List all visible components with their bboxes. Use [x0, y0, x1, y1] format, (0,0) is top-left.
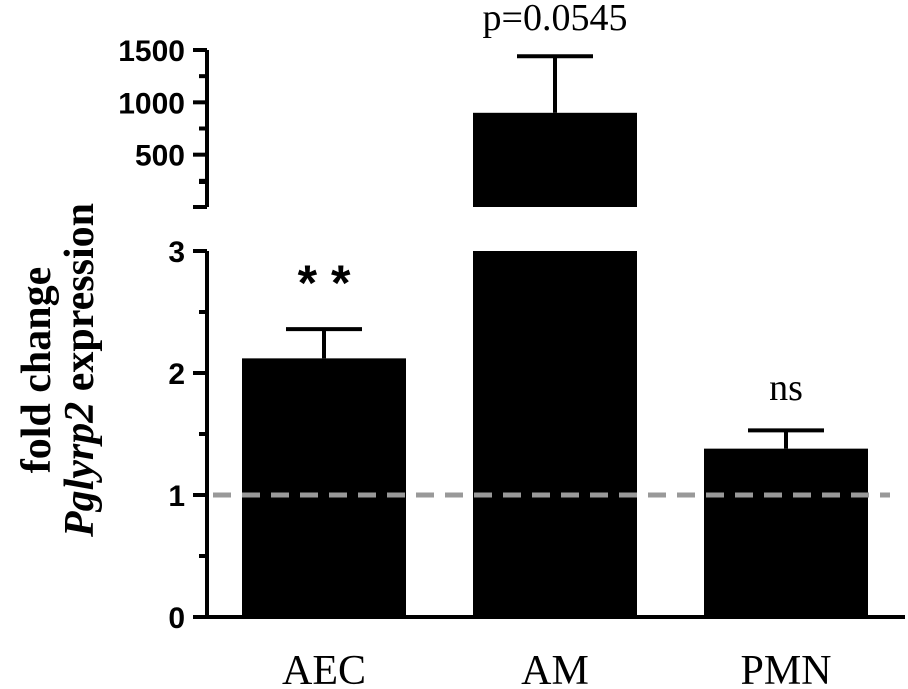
x-tick-label-PMN: PMN	[740, 648, 831, 689]
x-tick-label-AEC: AEC	[282, 648, 366, 689]
y-axis-label: fold change	[14, 267, 60, 474]
bar-PMN	[704, 448, 868, 617]
y-tick-label-lower: 1	[168, 480, 185, 513]
y-axis-label-gene: Pglyrp2	[57, 402, 103, 538]
y-tick-label-lower: 0	[168, 602, 185, 635]
bar-AEC	[242, 358, 406, 617]
y-tick-label-upper: 500	[135, 140, 185, 173]
bar-AM-upper	[473, 112, 637, 207]
bars	[213, 54, 890, 617]
y-axis-label-2: Pglyrp2 expression	[57, 203, 103, 538]
significance-label-AM: p=0.0545	[483, 0, 628, 39]
y-tick-label-lower: 3	[168, 236, 185, 269]
y-tick-label-upper: 1000	[118, 87, 185, 120]
significance-label-PMN: ns	[769, 367, 803, 409]
y-tick-label-upper: 1500	[118, 35, 185, 68]
y-tick-label-lower: 2	[168, 358, 185, 391]
y-axis-label-line1: fold change	[14, 267, 60, 474]
significance-label-AEC: * *	[298, 255, 351, 311]
x-tick-label-AM: AM	[521, 648, 589, 689]
bar-AM-lower	[473, 251, 637, 617]
y-axis-label-rest: expression	[57, 203, 103, 402]
labels: 0 1 2 3 500 1000 1500 AEC AM PMN * * p=0.0545 ns	[118, 0, 831, 689]
